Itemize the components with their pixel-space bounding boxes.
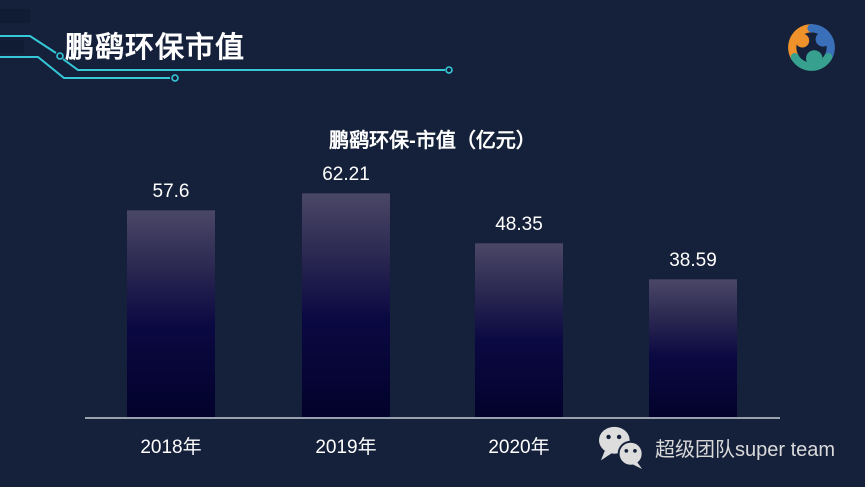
x-axis-tick-label: 2018年 [140, 437, 202, 458]
bar [302, 193, 390, 419]
chart-title: 鹏鹞环保-市值（亿元） [329, 130, 536, 152]
page-title: 鹏鹞环保市值 [65, 32, 246, 64]
bar [127, 210, 215, 419]
watermark: 超级团队super team [596, 424, 835, 470]
x-axis-tick-label: 2020年 [488, 437, 550, 458]
watermark-text: 超级团队super team [655, 438, 836, 461]
bar-value-label: 38.59 [669, 250, 717, 271]
circuit-decoration-icon [0, 9, 453, 82]
x-axis-line [85, 417, 780, 419]
bar [649, 279, 737, 419]
bar-value-label: 48.35 [495, 214, 543, 235]
x-axis-tick-label: 2019年 [315, 437, 377, 458]
team-swirl-logo-icon [788, 24, 835, 71]
bar [475, 243, 563, 419]
bar-value-label: 62.21 [322, 164, 370, 185]
bar-value-label: 57.6 [152, 181, 190, 202]
wechat-icon [599, 426, 644, 470]
